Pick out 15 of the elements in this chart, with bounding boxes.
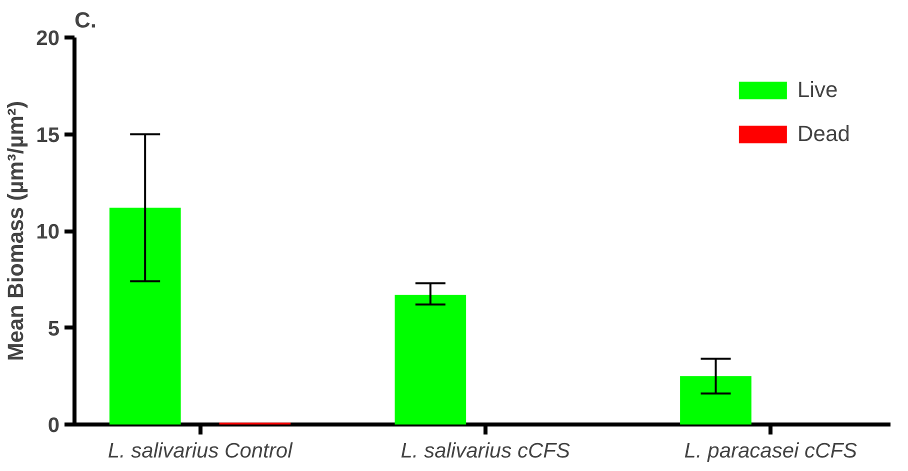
y-tick-label: 0 [48, 414, 60, 437]
x-tick-label: L. salivarius Control [108, 440, 294, 462]
y-tick-label: 20 [36, 27, 60, 50]
x-tick-label: L. paracasei cCFS [684, 440, 858, 462]
legend-label: Dead [797, 121, 850, 147]
x-tick-label: L. salivarius cCFS [400, 440, 570, 462]
bar [394, 294, 466, 424]
y-axis-title: Mean Biomass (µm³/µm²) [3, 100, 28, 362]
chart-title: C. [74, 8, 96, 32]
legend-label: Live [797, 77, 838, 103]
bar [680, 376, 752, 424]
y-tick-label: 15 [36, 124, 60, 147]
y-tick-label: 5 [48, 317, 60, 340]
y-tick-label: 10 [36, 220, 60, 244]
bar [109, 208, 181, 424]
